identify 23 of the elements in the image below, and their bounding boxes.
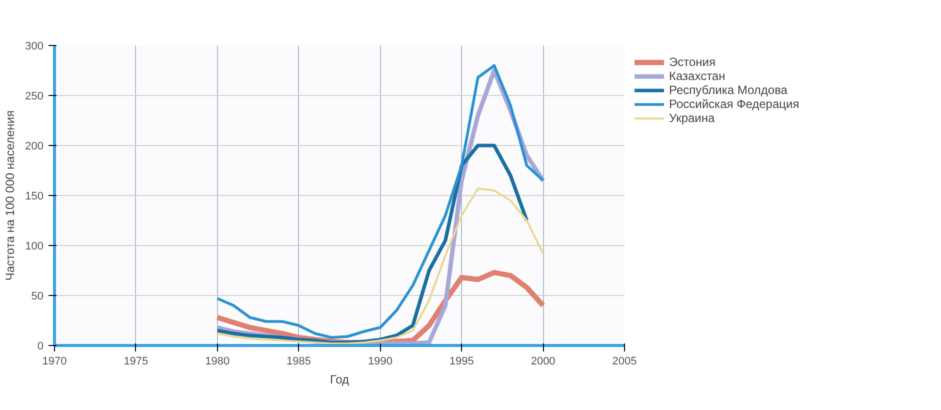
y-tick-label: 0 xyxy=(37,340,44,352)
x-tick-label: 1985 xyxy=(286,356,312,368)
y-tick-label: 250 xyxy=(25,90,44,102)
legend-label: Республика Молдова xyxy=(669,83,788,97)
y-tick-label: 150 xyxy=(25,190,44,202)
y-tick-label: 50 xyxy=(31,290,44,302)
y-axis-title: Частота на 100 000 населения xyxy=(3,110,18,281)
legend-label: Казахстан xyxy=(669,69,726,83)
x-axis-title: Год xyxy=(330,372,350,386)
legend-label: Российская Федерация xyxy=(669,97,800,111)
x-tick-label: 2000 xyxy=(530,356,556,368)
legend-label: Эстония xyxy=(669,55,716,69)
x-tick-label: 1975 xyxy=(124,356,148,368)
x-tick-label: 2005 xyxy=(612,356,637,368)
legend-label: Украина xyxy=(669,111,715,125)
x-tick-label: 1990 xyxy=(368,356,392,368)
x-tick-label: 1995 xyxy=(449,356,474,368)
y-tick-label: 300 xyxy=(25,40,44,52)
y-tick-label: 100 xyxy=(25,240,44,252)
line-series xyxy=(216,188,544,344)
x-tick-label: 1980 xyxy=(205,356,230,368)
x-tick-label: 1970 xyxy=(42,356,67,368)
y-tick-label: 200 xyxy=(25,140,44,152)
